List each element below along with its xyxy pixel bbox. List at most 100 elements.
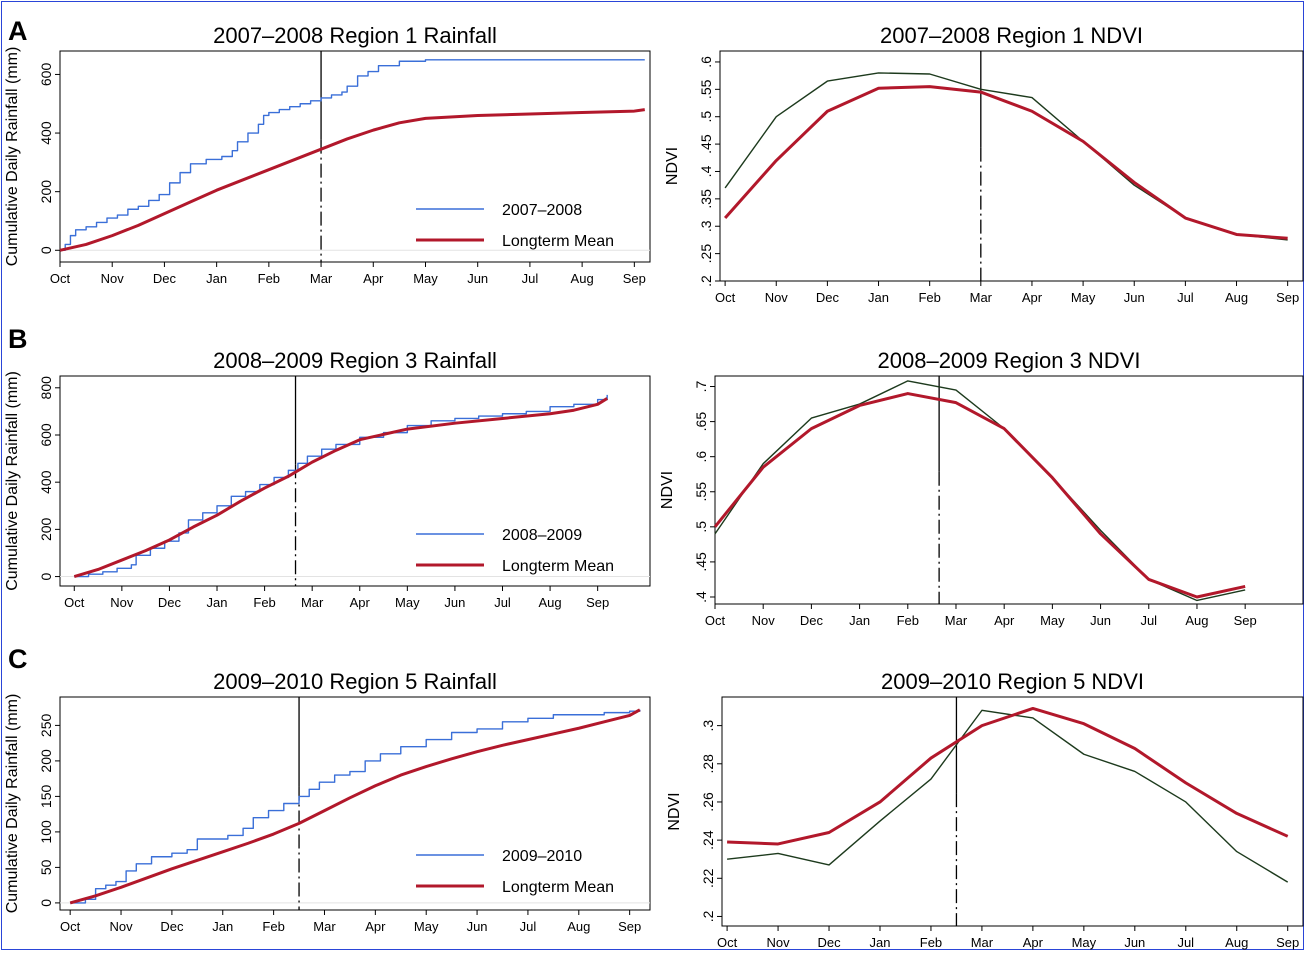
plot-area [59, 375, 651, 587]
y-tick-label: 600 [38, 423, 54, 447]
legend-label: 2007–2008 [502, 202, 582, 219]
x-tick-label: Mar [945, 613, 968, 628]
x-tick-label: Jun [1090, 613, 1111, 628]
y-tick-label: .26 [700, 792, 716, 812]
x-tick-label: May [1040, 613, 1065, 628]
x-tick-label: Apr [363, 271, 384, 286]
x-tick-label: Jan [849, 613, 870, 628]
y-tick-label: .45 [698, 134, 714, 154]
x-tick-label: Feb [897, 613, 919, 628]
chart-title: 2008–2009 Region 3 NDVI [878, 348, 1141, 373]
x-tick-label: Aug [1225, 935, 1248, 950]
y-tick-label: .5 [698, 111, 714, 123]
y-tick-label: 0 [38, 899, 54, 907]
y-tick-label: 600 [38, 63, 54, 87]
x-tick-label: Sep [586, 595, 609, 610]
chart-5: 2009–2010 Region 5 Rainfall Cumulative Da… [4, 669, 651, 934]
x-tick-label: Feb [920, 935, 942, 950]
x-tick-label: May [1072, 935, 1097, 950]
x-tick-label: Mar [971, 935, 994, 950]
x-tick-label: Jan [212, 919, 233, 934]
x-tick-label: Jan [870, 935, 891, 950]
y-axis-label: NDVI [659, 471, 676, 509]
x-tick-label: Dec [158, 595, 182, 610]
x-tick-label: Feb [918, 290, 940, 305]
x-tick-label: Nov [765, 290, 789, 305]
x-tick-label: Apr [365, 919, 386, 934]
y-tick-label: .24 [700, 830, 716, 850]
x-tick-label: Oct [50, 271, 71, 286]
y-tick-label: .3 [700, 720, 716, 732]
x-tick-label: Oct [705, 613, 726, 628]
y-tick-label: 800 [38, 376, 54, 400]
x-tick-label: Jun [1124, 290, 1145, 305]
legend-label: 2009–2010 [502, 848, 582, 865]
series-line-year [60, 59, 645, 251]
x-tick-label: Apr [1022, 290, 1043, 305]
x-tick-label: Mar [310, 271, 333, 286]
x-tick-label: Jun [444, 595, 465, 610]
y-tick-label: .7 [693, 380, 709, 392]
y-tick-label: 200 [38, 517, 54, 541]
x-tick-label: Dec [816, 290, 840, 305]
x-tick-label: Mar [301, 595, 324, 610]
x-tick-label: Aug [1185, 613, 1208, 628]
series-line-longterm-mean [59, 108, 645, 252]
legend-label: Longterm Mean [502, 233, 614, 250]
y-tick-label: .2 [698, 275, 714, 287]
y-tick-label: 0 [38, 246, 54, 254]
chart-3: 2008–2009 Region 3 Rainfall Cumulative Da… [4, 348, 651, 610]
series-line-2 [727, 706, 1289, 846]
panel-letter-a: A [8, 16, 28, 46]
x-tick-label: Nov [101, 271, 125, 286]
legend-label: Longterm Mean [502, 558, 614, 575]
plot-area [714, 375, 1304, 605]
plot-area [59, 696, 651, 911]
x-tick-label: Oct [60, 919, 81, 934]
y-tick-label: 400 [38, 470, 54, 494]
chart-4: 2008–2009 Region 3 NDVI NDVI .4 .45 .5 .55 .6.… [659, 348, 1304, 628]
y-axis-label: Cumulative Daily Rainfall (mm) [4, 47, 21, 267]
y-tick-label: .35 [698, 189, 714, 209]
x-tick-label: Apr [1023, 935, 1044, 950]
y-tick-label: .55 [693, 482, 709, 502]
x-tick-label: Jan [207, 595, 228, 610]
series-line-longterm-mean [73, 397, 608, 578]
x-tick-label: May [413, 271, 438, 286]
x-tick-label: Nov [109, 919, 133, 934]
plot-area [59, 50, 651, 263]
x-tick-label: Dec [153, 271, 177, 286]
x-tick-label: Jun [467, 919, 488, 934]
y-tick-label: 250 [38, 714, 54, 738]
y-tick-label: 50 [38, 859, 54, 875]
x-tick-label: Dec [800, 613, 824, 628]
y-tick-label: .2 [700, 910, 716, 922]
x-tick-label: May [414, 919, 439, 934]
y-axis-label: NDVI [664, 147, 681, 185]
x-tick-label: Dec [160, 919, 184, 934]
y-tick-label: .6 [698, 56, 714, 68]
legend-label: Longterm Mean [502, 879, 614, 896]
chart-title: 2008–2009 Region 3 Rainfall [213, 348, 497, 373]
x-tick-label: Aug [539, 595, 562, 610]
y-tick-label: .6 [693, 451, 709, 463]
x-tick-label: Nov [766, 935, 790, 950]
x-tick-label: Jan [868, 290, 889, 305]
x-tick-label: Nov [110, 595, 134, 610]
x-tick-label: Sep [1234, 613, 1257, 628]
x-tick-label: Jun [467, 271, 488, 286]
x-tick-label: Jul [522, 271, 539, 286]
x-tick-label: Dec [817, 935, 841, 950]
y-axis-label: NDVI [666, 792, 683, 830]
y-tick-label: 200 [38, 180, 54, 204]
series-line-2 [713, 392, 1246, 599]
y-tick-label: .28 [700, 754, 716, 774]
y-tick-label: .65 [693, 412, 709, 432]
series-line-1 [714, 380, 1246, 602]
plot-area [721, 696, 1304, 927]
series-line-longterm-mean [69, 708, 641, 905]
x-tick-label: Feb [258, 271, 280, 286]
panel-letter-c: C [8, 644, 28, 674]
x-tick-label: Jun [1124, 935, 1145, 950]
x-tick-label: Jul [494, 595, 511, 610]
